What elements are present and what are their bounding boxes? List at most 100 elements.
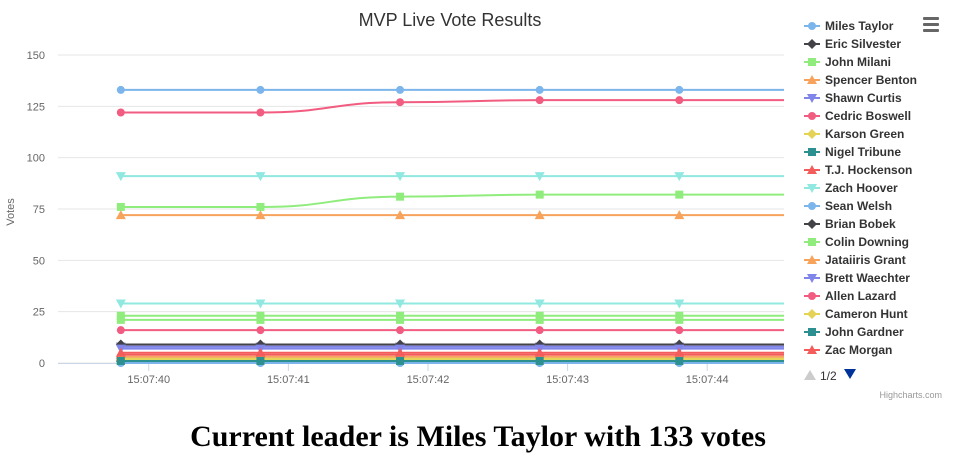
data-point[interactable] [807,219,817,229]
data-point[interactable] [675,85,684,94]
legend-item[interactable]: Brett Waechter [804,271,910,285]
data-point[interactable] [116,108,125,117]
data-point[interactable] [807,129,817,139]
data-point[interactable] [115,299,126,309]
data-point[interactable] [535,85,544,94]
legend-item[interactable]: Zach Hoover [804,181,898,195]
data-point[interactable] [675,96,684,105]
data-point[interactable] [674,299,685,309]
data-point[interactable] [675,311,684,320]
data-point[interactable] [256,326,265,335]
chart-menu-icon[interactable] [918,14,944,36]
data-point[interactable] [396,192,405,201]
data-point[interactable] [675,190,684,199]
data-point[interactable] [534,172,545,182]
data-point[interactable] [116,85,125,94]
data-point[interactable] [807,94,817,103]
data-point[interactable] [674,172,685,182]
data-point[interactable] [256,356,265,365]
data-point[interactable] [535,326,544,335]
data-point[interactable] [808,238,816,246]
legend-item[interactable]: Karson Green [804,127,904,141]
pager-prev-arrow-icon[interactable] [804,370,816,380]
data-point[interactable] [534,299,545,309]
data-point[interactable] [808,112,816,120]
data-point[interactable] [395,210,406,220]
data-point[interactable] [116,326,125,335]
data-point[interactable] [116,311,125,320]
data-point[interactable] [115,210,126,220]
data-point[interactable] [807,75,817,84]
data-point[interactable] [535,311,544,320]
data-point[interactable] [807,39,817,49]
data-point[interactable] [395,172,406,182]
data-point[interactable] [535,190,544,199]
legend-item[interactable]: Spencer Benton [804,73,917,87]
data-point[interactable] [674,210,685,220]
data-point[interactable] [808,22,816,30]
legend-item[interactable]: Miles Taylor [804,19,894,33]
data-point[interactable] [675,356,684,365]
data-point[interactable] [255,172,266,182]
data-point[interactable] [807,274,817,283]
legend-item[interactable]: T.J. Hockenson [804,163,912,177]
data-point[interactable] [807,345,817,354]
legend-item[interactable]: Sean Welsh [804,199,892,213]
data-point[interactable] [396,311,405,320]
data-point[interactable] [808,202,816,210]
data-point[interactable] [256,202,265,211]
data-point[interactable] [808,148,816,156]
data-point[interactable] [396,315,405,324]
data-point[interactable] [396,326,405,335]
legend-item[interactable]: Eric Silvester [804,37,901,51]
data-point[interactable] [535,315,544,324]
data-point[interactable] [396,98,405,107]
data-point[interactable] [674,347,685,357]
legend-item[interactable]: Zac Morgan [804,343,892,357]
data-point[interactable] [255,299,266,309]
data-point[interactable] [396,356,405,365]
legend-item[interactable]: Colin Downing [804,235,909,249]
data-point[interactable] [395,299,406,309]
data-point[interactable] [807,184,817,193]
legend-item[interactable]: John Milani [804,55,891,69]
data-point[interactable] [256,311,265,320]
data-point[interactable] [808,292,816,300]
highcharts-credits[interactable]: Highcharts.com [879,390,942,400]
data-point[interactable] [808,58,816,66]
series-line[interactable] [120,193,785,208]
data-point[interactable] [675,326,684,335]
legend-item[interactable]: John Gardner [804,325,904,339]
legend-item[interactable]: Cameron Hunt [804,307,908,321]
legend-item[interactable]: Shawn Curtis [804,91,902,105]
pager-next-arrow-icon[interactable] [844,369,856,379]
legend-item[interactable]: Jataiiris Grant [804,253,906,267]
legend-item[interactable]: Nigel Tribune [804,145,901,159]
data-point[interactable] [116,356,125,365]
data-point[interactable] [808,328,816,336]
data-point[interactable] [116,202,125,211]
legend-item[interactable]: Allen Lazard [804,289,896,303]
legend-item[interactable]: Cedric Boswell [804,109,911,123]
data-point[interactable] [116,315,125,324]
data-point[interactable] [256,85,265,94]
data-point[interactable] [535,356,544,365]
legend-item[interactable]: Brian Bobek [804,217,896,231]
data-point[interactable] [255,210,266,220]
data-point[interactable] [395,347,406,357]
data-point[interactable] [115,172,126,182]
data-point[interactable] [807,255,817,264]
series-line[interactable] [120,99,784,114]
data-point[interactable] [534,210,545,220]
legend-pager[interactable]: 1/2 [804,369,856,383]
data-point[interactable] [255,347,266,357]
data-point[interactable] [675,315,684,324]
data-point[interactable] [396,85,405,94]
data-point[interactable] [535,96,544,105]
data-point[interactable] [256,108,265,117]
data-point[interactable] [115,347,126,357]
data-point[interactable] [807,309,817,319]
data-point[interactable] [534,347,545,357]
data-point[interactable] [256,315,265,324]
data-point[interactable] [807,165,817,174]
